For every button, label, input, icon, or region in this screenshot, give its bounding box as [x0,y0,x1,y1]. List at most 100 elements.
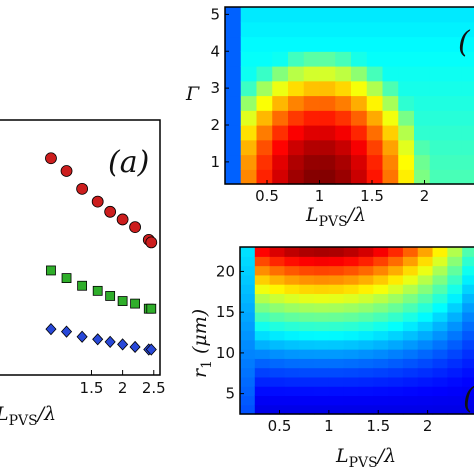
panel-b-cell [351,169,368,185]
panel-c-cell [314,284,330,294]
panel-a-marks [45,152,158,356]
panel-c-cell [373,293,389,304]
panel-b-cell [351,110,368,126]
panel-b-xlabel-tail: /λ [346,204,366,226]
panel-c-cell [314,311,330,322]
panel-c-xtick-label: 1.5 [366,417,390,435]
panel-b-cell [351,51,368,67]
panel-c-cell [402,386,419,397]
panel-c-cell [462,247,474,257]
panel-c-cell [417,358,434,369]
panel-c-cell [388,339,404,350]
panel-b-cell [288,36,305,52]
panel-c-cell [343,376,360,387]
panel-c-cell [388,321,404,332]
panel-b-cell [382,66,399,82]
panel-c-cell [358,339,374,350]
panel-c-cell [432,302,448,313]
panel-a-point [116,213,129,226]
panel-c-cell [269,395,286,406]
panel-b-cell [429,154,447,170]
panel-c-cell [299,265,315,276]
panel-c-cell [417,386,434,397]
panel-a-point [130,298,140,309]
panel-c-cell [388,302,404,313]
panel-b-cell [272,66,289,82]
panel-c-cell [284,311,300,322]
panel-c-cell [388,274,404,285]
panel-c-cell [328,349,345,359]
panel-c-cell [343,395,360,406]
panel-a-point [105,291,116,301]
panel-c-cell [284,247,300,257]
panel-c-cell [314,256,330,267]
panel-a-point [92,333,104,346]
panel-c-cell [447,358,463,369]
panel-b-cell [414,110,431,126]
panel-c-cell [432,284,448,294]
panel-a-xlabel-sub: PVS [9,413,38,429]
panel-a-point [76,182,89,195]
panel-b-cell [335,125,352,141]
panel-c-cell [432,330,448,341]
panel-c-cell [432,293,448,304]
panel-b-cell [335,66,352,82]
panel-c-cell [447,386,463,397]
panel-a-xlabel: LPVS/λ [0,403,56,429]
panel-b-cell [303,51,321,67]
panel-b-cell [445,95,462,111]
panel-c-cell [447,404,463,415]
panel-c-cell [358,386,374,397]
panel-c-cell [447,247,463,257]
panel-b-cell [366,169,384,185]
panel-c-ylabel-tail: (μm) [189,309,211,354]
panel-c-cell [269,274,286,285]
panel-c-cell [240,302,256,313]
panel-c-cell [402,311,419,322]
panel-b-cell [414,139,431,156]
panel-c-cell [299,247,315,257]
panel-c-cell [284,349,300,359]
panel-c-cell [417,330,434,341]
panel-c-cell [432,256,448,267]
panel-b-cell [366,21,384,38]
panel-b-cell [319,7,336,23]
panel-b-cell [272,125,289,141]
panel-c-cell [388,367,404,378]
panel-c-cell [373,349,389,359]
panel-b-cell [335,110,352,126]
panel-b-cell [351,36,368,52]
panel-c-cell [432,404,448,415]
panel-b-cell [351,139,368,156]
panel-c-cell [240,386,256,397]
panel-b-cell [319,110,336,126]
panel-b-cell [240,7,258,23]
panel-b-cell [382,7,399,23]
panel-c-cell [402,293,419,304]
panel-c-cell [254,367,271,378]
panel-c-cell [284,284,300,294]
panel-c-cell [417,256,434,267]
panel-b-cell [288,66,305,82]
panel-c-cell [269,386,286,397]
panel-c-cell [447,395,463,406]
panel-c-cell [447,367,463,378]
panel-a-xlabel-main: L [0,403,9,425]
panel-b-cell [303,80,321,97]
panel-c-cell [254,349,271,359]
panel-b-cell [461,169,474,185]
panel-c-cell [314,376,330,387]
panel-c-cell [462,293,474,304]
panel-c-cell [447,349,463,359]
panel-c-ticks: 0.5 1 1.5 2 5 10 15 20 [216,262,432,435]
panel-c-cell [447,256,463,267]
panel-c-cell [284,321,300,332]
panel-c-cell [343,404,360,415]
panel-b-cell [303,125,321,141]
panel-b-cell [288,7,305,23]
panel-c-cell [343,284,360,294]
panel-b-cell [303,36,321,52]
panel-b-cell [319,125,336,141]
panel-b-cell [225,154,242,170]
panel-b-cell [225,139,242,156]
